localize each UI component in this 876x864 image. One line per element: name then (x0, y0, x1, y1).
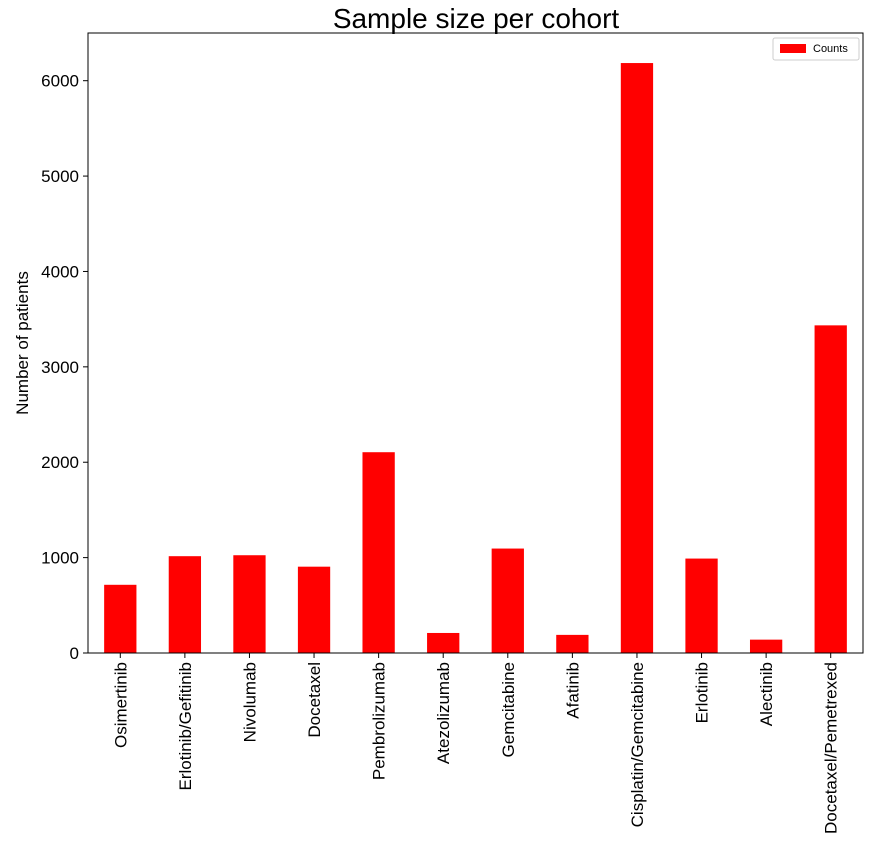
legend: Counts (772, 37, 860, 61)
x-tick-label: Atezolizumab (434, 662, 453, 764)
legend-label: Counts (813, 43, 848, 55)
bar-afatinib (556, 634, 589, 653)
bar-docetaxel-pemetrexed (814, 325, 847, 653)
x-tick-label: Gemcitabine (499, 662, 518, 757)
y-tick-label: 3000 (41, 358, 79, 377)
legend-swatch (780, 44, 806, 53)
plot-frame (87, 32, 864, 654)
chart-title: Sample size per cohort (333, 3, 620, 34)
x-tick-label: Afatinib (563, 662, 582, 719)
y-axis-label: Number of patients (13, 271, 32, 415)
y-tick-label: 1000 (41, 549, 79, 568)
bar-alectinib (749, 639, 783, 653)
x-tick-label: Alectinib (757, 662, 776, 726)
x-tick-label: Cisplatin/Gemcitabine (628, 662, 647, 827)
bar-atezolizumab (427, 632, 460, 653)
bar-cisplatin-gemcitabine (620, 63, 654, 654)
bar-docetaxel (297, 566, 331, 653)
x-tick-label: Erlotinib (693, 662, 712, 723)
legend-box (772, 37, 860, 61)
y-tick-label: 5000 (41, 167, 79, 186)
bar-nivolumab (233, 555, 266, 653)
y-tick-label: 4000 (41, 262, 79, 281)
bar-gemcitabine (491, 548, 524, 653)
y-tick-label: 2000 (41, 453, 79, 472)
y-tick-label: 0 (70, 644, 79, 663)
x-tick-label: Osimertinib (111, 662, 130, 748)
x-axis-ticks: Osimertinib Erlotinib/Gefitinib Nivolumab D… (111, 653, 841, 834)
y-tick-label: 6000 (41, 72, 79, 91)
bar-erlotinib-gefitinib (168, 556, 202, 653)
bar-osimertinib (104, 584, 137, 653)
x-tick-label: Docetaxel/Pemetrexed (822, 662, 841, 834)
bar-erlotinib (685, 558, 718, 653)
x-tick-label: Pembrolizumab (370, 662, 389, 780)
bars-group (104, 63, 847, 654)
y-axis-ticks: 0 1000 2000 3000 4000 5000 6000 (41, 72, 88, 663)
bar-pembrolizumab (362, 452, 395, 653)
x-tick-label: Nivolumab (240, 662, 259, 742)
x-tick-label: Erlotinib/Gefitinib (176, 662, 195, 791)
x-tick-label: Docetaxel (305, 662, 324, 738)
